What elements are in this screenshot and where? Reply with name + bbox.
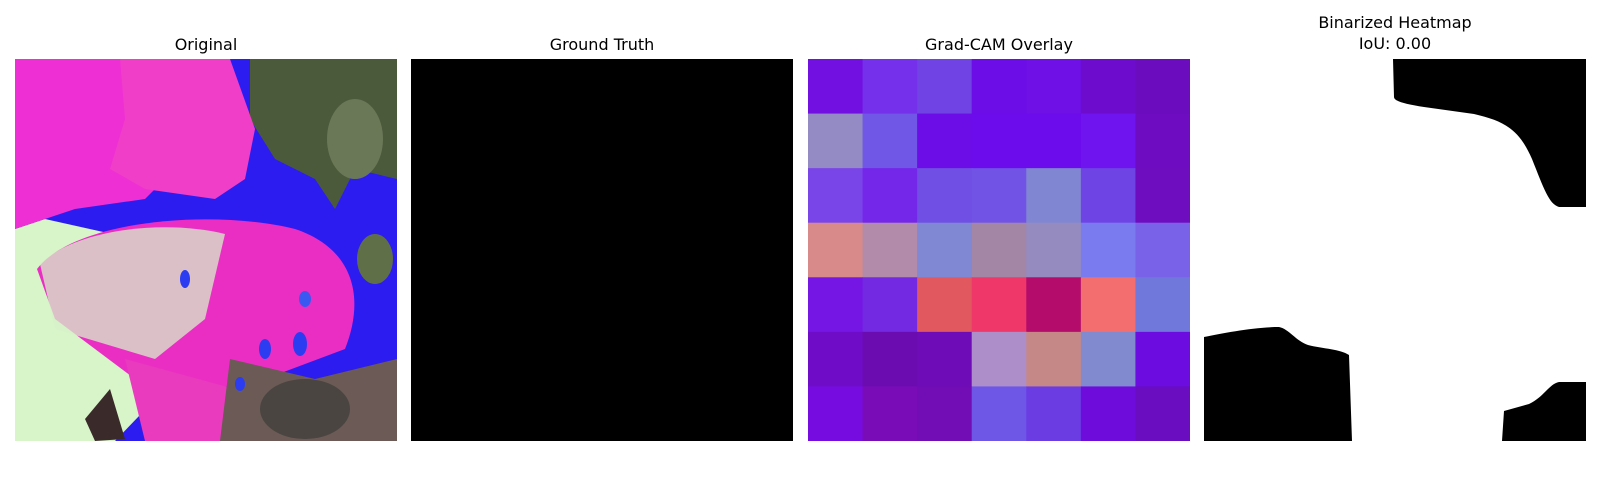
gradcam-cell [808, 113, 864, 169]
gradcam-cell [917, 59, 973, 115]
gradcam-cell [862, 59, 918, 115]
gradcam-cell [1080, 331, 1136, 387]
gradcam-cell [862, 277, 918, 333]
gradcam-cell [971, 386, 1027, 441]
gradcam-cell [971, 59, 1027, 115]
gradcam-cell [971, 113, 1027, 169]
original-image [15, 59, 397, 441]
mask-region-bottom-left [1204, 327, 1352, 441]
panel-gradcam: Grad-CAM Overlay [808, 0, 1190, 445]
gradcam-cell [1135, 168, 1190, 224]
gradcam-cell [808, 386, 864, 441]
gradcam-cell [1080, 386, 1136, 441]
panel-title-ground-truth: Ground Truth [549, 35, 655, 54]
panel-ground-truth: Ground Truth [411, 0, 793, 445]
gradcam-cell [808, 331, 864, 387]
gradcam-cell [917, 331, 973, 387]
gradcam-cell [971, 277, 1027, 333]
gradcam-cell [1135, 331, 1190, 387]
gradcam-cell [1026, 386, 1082, 441]
gradcam-cell [862, 113, 918, 169]
gradcam-grid [808, 59, 1190, 441]
gradcam-cell [862, 386, 918, 441]
gradcam-cell [917, 168, 973, 224]
panel-title-original: Original [174, 35, 238, 54]
gradcam-cell [808, 222, 864, 278]
gradcam-cell [1080, 113, 1136, 169]
gradcam-overlay [808, 59, 1190, 441]
panel-title-binarized: Binarized Heatmap IoU: 0.00 [1204, 12, 1586, 54]
gradcam-cell [1080, 277, 1136, 333]
gradcam-cell [862, 331, 918, 387]
gradcam-cell [917, 277, 973, 333]
iou-label: IoU: 0.00 [1358, 34, 1432, 53]
ground-truth-mask [411, 59, 793, 441]
gradcam-cell [1080, 168, 1136, 224]
panel-title-gradcam: Grad-CAM Overlay [925, 35, 1073, 54]
panel-binarized: Binarized Heatmap IoU: 0.00 [1204, 0, 1586, 445]
gradcam-cell [1026, 168, 1082, 224]
gradcam-cell [1026, 331, 1082, 387]
gradcam-cell [862, 168, 918, 224]
mask-region-top-right [1393, 59, 1586, 207]
gradcam-cell [1135, 386, 1190, 441]
gradcam-cell [1026, 222, 1082, 278]
gradcam-cell [1080, 59, 1136, 115]
gradcam-cell [1135, 222, 1190, 278]
gradcam-cell [1135, 59, 1190, 115]
gradcam-cell [808, 59, 864, 115]
gradcam-cell [917, 222, 973, 278]
gradcam-cell [1135, 113, 1190, 169]
gradcam-cell [1026, 59, 1082, 115]
gradcam-cell [917, 386, 973, 441]
gradcam-cell [1080, 222, 1136, 278]
binarized-heatmap [1204, 59, 1586, 441]
panel-original: Original [15, 0, 397, 445]
mask-region-bottom-right [1502, 382, 1586, 441]
gradcam-cell [1135, 277, 1190, 333]
gradcam-cell [971, 331, 1027, 387]
gradcam-cell [1026, 277, 1082, 333]
binarized-title: Binarized Heatmap [1318, 13, 1472, 32]
gradcam-cell [917, 113, 973, 169]
gradcam-cell [808, 277, 864, 333]
gradcam-cell [971, 222, 1027, 278]
gradcam-cell [808, 168, 864, 224]
gradcam-cell [971, 168, 1027, 224]
gradcam-cell [1026, 113, 1082, 169]
gradcam-cell [862, 222, 918, 278]
